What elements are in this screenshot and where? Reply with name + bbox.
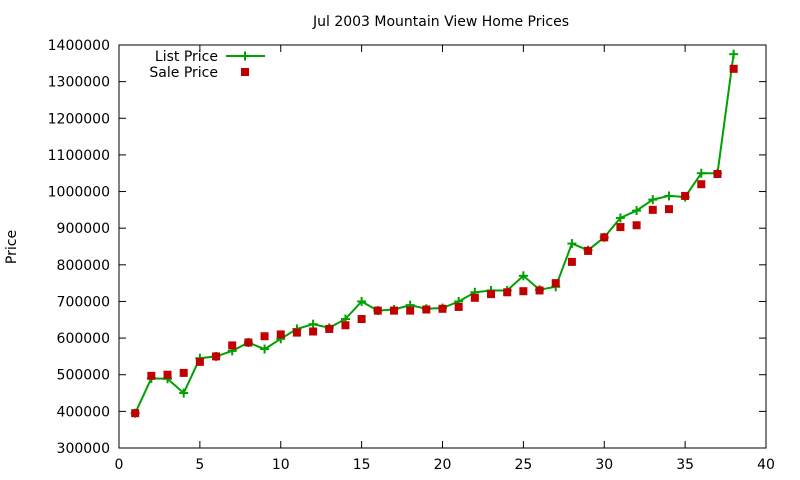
sale-price-point bbox=[131, 409, 140, 418]
sale-price-point bbox=[292, 328, 301, 337]
sale-price-point bbox=[228, 341, 237, 350]
sale-price-point bbox=[600, 233, 609, 242]
sale-price-point bbox=[195, 357, 204, 366]
y-tick-label: 900000 bbox=[57, 221, 110, 237]
sale-price-point bbox=[325, 324, 334, 333]
chart-title: Jul 2003 Mountain View Home Prices bbox=[312, 14, 569, 30]
x-tick-label: 10 bbox=[272, 457, 290, 473]
list-price-line bbox=[134, 54, 735, 414]
series-sale-price bbox=[131, 64, 738, 418]
list-price-point bbox=[632, 206, 642, 216]
legend-plus-marker bbox=[240, 51, 250, 61]
sale-price-point bbox=[664, 205, 673, 214]
y-tick-label: 800000 bbox=[57, 258, 110, 274]
legend-label: List Price bbox=[155, 49, 218, 65]
x-tick-label: 30 bbox=[595, 457, 613, 473]
y-tick-label: 1400000 bbox=[48, 38, 110, 54]
x-tick-label: 40 bbox=[757, 457, 775, 473]
sale-price-point bbox=[373, 306, 382, 315]
x-tick-label: 35 bbox=[676, 457, 694, 473]
sale-price-point bbox=[567, 257, 576, 266]
sale-price-point bbox=[648, 205, 657, 214]
y-axis-label: Price bbox=[4, 230, 20, 264]
list-price-point bbox=[729, 49, 739, 59]
sale-price-point bbox=[406, 306, 415, 315]
legend-label: Sale Price bbox=[149, 65, 218, 81]
list-price-point bbox=[357, 296, 367, 306]
sale-price-point bbox=[260, 332, 269, 341]
y-tick-label: 1200000 bbox=[48, 111, 110, 127]
list-price-point bbox=[567, 239, 577, 249]
sale-price-point bbox=[147, 371, 156, 380]
sale-price-point bbox=[357, 315, 366, 324]
sale-price-point bbox=[535, 286, 544, 295]
list-price-point bbox=[648, 195, 658, 205]
y-tick-label: 1000000 bbox=[48, 185, 110, 201]
sale-price-point bbox=[389, 306, 398, 315]
y-tick-label: 300000 bbox=[57, 441, 110, 457]
list-price-point bbox=[615, 213, 625, 223]
sale-price-point bbox=[713, 169, 722, 178]
x-tick-label: 0 bbox=[115, 457, 124, 473]
list-price-point bbox=[308, 319, 318, 329]
sale-price-point bbox=[309, 327, 318, 336]
sale-price-point bbox=[632, 221, 641, 230]
list-price-point bbox=[179, 388, 189, 398]
sale-price-point bbox=[163, 370, 172, 379]
series-layer bbox=[130, 49, 739, 418]
axis-ticks: 0 5 10 15 20 25 30 35 40 300000 400000 500000 600000… bbox=[48, 38, 775, 473]
x-tick-label: 25 bbox=[514, 457, 532, 473]
sale-price-point bbox=[551, 279, 560, 288]
sale-price-point bbox=[244, 338, 253, 347]
sale-price-point bbox=[681, 191, 690, 200]
y-tick-label: 700000 bbox=[57, 294, 110, 310]
sale-price-point bbox=[519, 287, 528, 296]
list-price-point bbox=[260, 344, 270, 354]
sale-price-point bbox=[438, 304, 447, 313]
x-tick-label: 5 bbox=[195, 457, 204, 473]
y-tick-label: 1100000 bbox=[48, 148, 110, 164]
list-price-point bbox=[696, 168, 706, 178]
sale-price-point bbox=[341, 321, 350, 330]
x-tick-label: 20 bbox=[434, 457, 452, 473]
sale-price-point bbox=[179, 368, 188, 377]
sale-price-point bbox=[616, 223, 625, 232]
y-tick-label: 1300000 bbox=[48, 75, 110, 91]
sale-price-point bbox=[584, 246, 593, 255]
sale-price-point bbox=[454, 302, 463, 311]
sale-price-point bbox=[470, 293, 479, 302]
y-tick-label: 500000 bbox=[57, 368, 110, 384]
sale-price-point bbox=[697, 180, 706, 189]
sale-price-point bbox=[212, 352, 221, 361]
sale-price-point bbox=[729, 64, 738, 73]
y-tick-label: 400000 bbox=[57, 404, 110, 420]
sale-price-point bbox=[276, 330, 285, 339]
y-tick-label: 600000 bbox=[57, 331, 110, 347]
list-price-point bbox=[518, 271, 528, 281]
sale-price-point bbox=[487, 290, 496, 299]
legend-square-marker bbox=[241, 68, 249, 76]
sale-price-point bbox=[422, 305, 431, 314]
sale-price-point bbox=[503, 288, 512, 297]
list-price-point bbox=[664, 191, 674, 201]
x-tick-label: 15 bbox=[353, 457, 371, 473]
